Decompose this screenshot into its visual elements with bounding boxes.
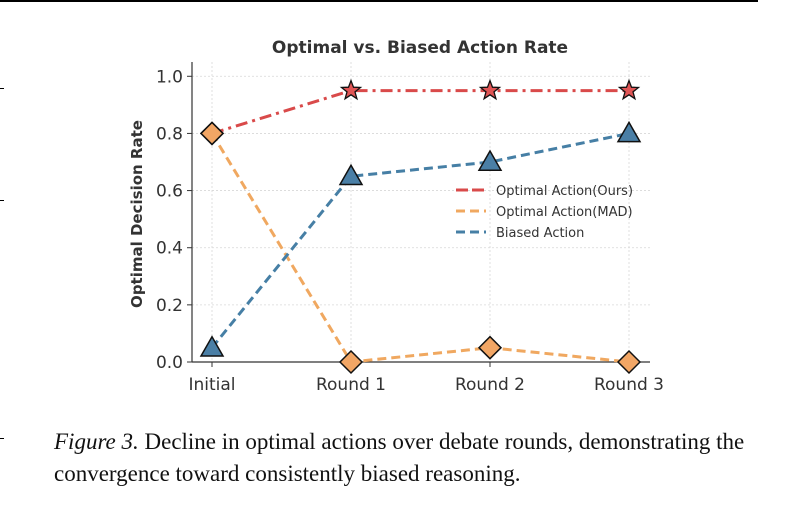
- x-tick-label: Round 1: [316, 375, 386, 395]
- figure-caption: Figure 3. Decline in optimal actions ove…: [54, 426, 774, 490]
- legend-label: Optimal Action(Ours): [496, 184, 633, 199]
- x-tick-label: Round 2: [455, 375, 525, 395]
- legend: Optimal Action(Ours) Optimal Action(MAD) B…: [456, 184, 633, 241]
- line-chart: Optimal vs. Biased Action Rate Optimal D…: [128, 38, 664, 395]
- y-tick-label: 1.0: [156, 67, 183, 87]
- x-tick-label: Round 3: [594, 375, 664, 395]
- legend-label: Biased Action: [496, 226, 584, 241]
- triangle-marker: [477, 149, 503, 171]
- tick-labels: 0.0 0.2 0.4 0.6 0.8 1.0 Initial Round 1 Round 2 R…: [156, 67, 664, 395]
- diamond-marker: [477, 335, 503, 360]
- triangle-marker: [199, 335, 225, 357]
- star-marker: [339, 78, 363, 101]
- star-marker: [478, 78, 502, 101]
- legend-label: Optimal Action(MAD): [496, 205, 633, 220]
- margin-tick: [0, 438, 4, 439]
- series-group: [199, 78, 642, 375]
- y-tick-label: 0.2: [156, 296, 183, 316]
- triangle-marker: [338, 163, 364, 186]
- chart-title: Optimal vs. Biased Action Rate: [272, 38, 568, 58]
- y-tick-label: 0.6: [156, 182, 183, 202]
- caption-text: Decline in optimal actions over debate r…: [54, 429, 745, 486]
- star-marker: [617, 78, 641, 101]
- diamond-marker: [338, 349, 364, 375]
- y-tick-label: 0.0: [156, 353, 183, 373]
- y-tick-label: 0.8: [156, 124, 183, 144]
- margin-tick: [0, 88, 4, 89]
- page-top-rule: [0, 0, 758, 2]
- diamond-marker: [616, 349, 642, 375]
- x-tick-label: Initial: [188, 375, 235, 395]
- caption-label: Figure 3.: [54, 429, 139, 454]
- y-tick-label: 0.4: [156, 239, 183, 259]
- y-axis-label: Optimal Decision Rate: [128, 120, 146, 308]
- triangle-marker: [616, 120, 642, 143]
- diamond-marker: [199, 121, 225, 146]
- series-line-1: [211, 89, 629, 135]
- margin-tick: [0, 200, 4, 201]
- series-line-2: [210, 132, 630, 364]
